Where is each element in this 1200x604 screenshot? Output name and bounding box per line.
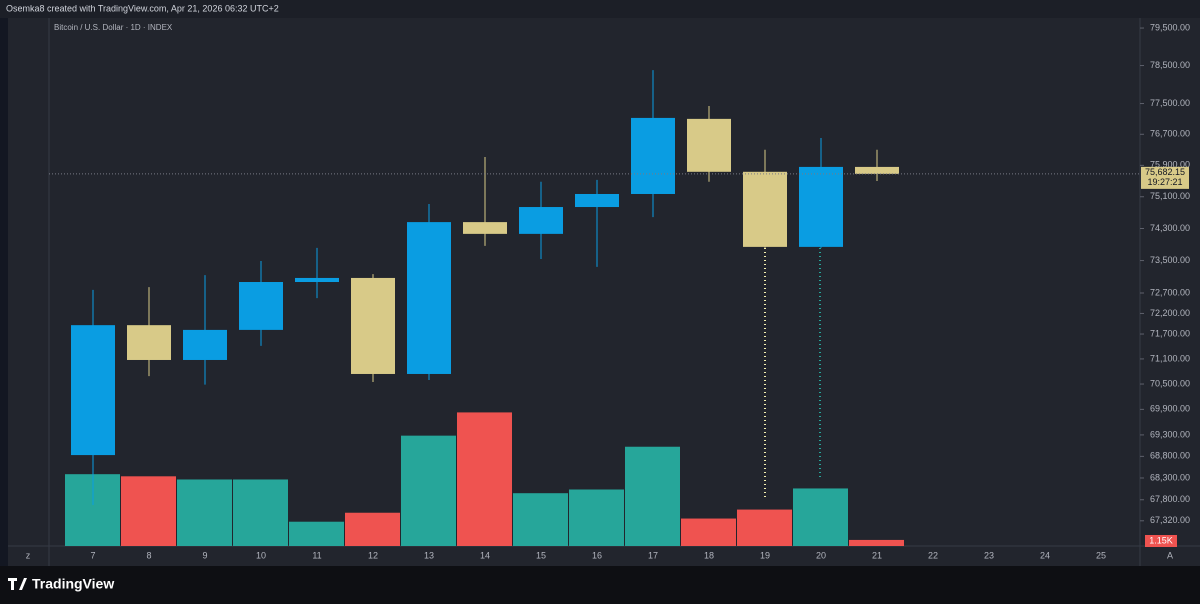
y-tick-label: 67,320.00 — [1150, 515, 1190, 525]
candle-body — [463, 222, 507, 234]
volume-bar — [737, 509, 792, 546]
volume-bar — [849, 539, 904, 546]
y-tick-label: 71,700.00 — [1150, 328, 1190, 338]
candle-body — [743, 171, 787, 247]
x-tick-label: 10 — [256, 550, 266, 560]
y-tick-label: 72,700.00 — [1150, 287, 1190, 297]
corner-label: z — [26, 550, 31, 560]
x-tick-label: 14 — [480, 550, 490, 560]
x-tick-label: 19 — [760, 550, 770, 560]
candle-body — [855, 166, 899, 174]
candle-body — [575, 193, 619, 208]
y-tick-label: 69,900.00 — [1150, 404, 1190, 414]
x-tick-label: 13 — [424, 550, 434, 560]
y-tick-label: 74,300.00 — [1150, 223, 1190, 233]
volume-bar — [569, 489, 624, 546]
x-tick-label: 8 — [146, 550, 151, 560]
x-tick-label: 9 — [202, 550, 207, 560]
x-tick-label: 12 — [368, 550, 378, 560]
candle-body — [631, 117, 675, 194]
footer-text: TradingView — [32, 576, 114, 592]
x-tick-label: 7 — [90, 550, 95, 560]
volume-bar — [457, 412, 512, 546]
y-tick-label: 68,800.00 — [1150, 451, 1190, 461]
footer-bar — [0, 566, 1200, 604]
volume-bar — [121, 476, 176, 546]
candle-body — [183, 329, 227, 360]
volume-bar — [345, 512, 400, 546]
volume-bar — [625, 446, 680, 546]
x-tick-label: 11 — [312, 550, 321, 560]
x-tick-label: 15 — [536, 550, 546, 560]
candle-body — [799, 166, 843, 247]
y-tick-label: 69,300.00 — [1150, 429, 1190, 439]
y-tick-label: 75,100.00 — [1150, 191, 1190, 201]
volume-bar — [233, 479, 288, 546]
corner-label: A — [1167, 550, 1173, 560]
volume-bar — [513, 493, 568, 546]
candle-body — [519, 207, 563, 234]
candle-body — [71, 325, 115, 456]
x-tick-label: 17 — [648, 550, 658, 560]
y-tick-label: 70,500.00 — [1150, 378, 1190, 388]
countdown: 19:27:21 — [1147, 177, 1182, 187]
candle-body — [239, 282, 283, 330]
volume-bar — [401, 435, 456, 546]
volume-bar — [177, 479, 232, 546]
candle-body — [687, 118, 731, 172]
y-tick-label: 71,100.00 — [1150, 353, 1190, 363]
price-badge — [1141, 166, 1189, 189]
x-tick-label: 22 — [928, 550, 938, 560]
x-tick-label: 25 — [1096, 550, 1106, 560]
header-bar — [0, 0, 1200, 18]
y-tick-label: 67,800.00 — [1150, 494, 1190, 504]
x-tick-label: 24 — [1040, 550, 1050, 560]
x-tick-label: 21 — [872, 550, 882, 560]
chart-title: Bitcoin / U.S. Dollar · 1D · INDEX — [54, 23, 173, 32]
volume-bar — [793, 488, 848, 546]
y-tick-label: 77,500.00 — [1150, 98, 1190, 108]
chart-area — [8, 18, 1200, 566]
header-text: Osemka8 created with TradingView.com, Ap… — [6, 3, 279, 13]
volume-label: 1.15K — [1149, 535, 1173, 545]
x-tick-label: 23 — [984, 550, 994, 560]
candle-body — [127, 325, 171, 360]
volume-badge — [1145, 535, 1177, 547]
y-tick-label: 75,900.00 — [1150, 160, 1190, 170]
y-tick-label: 76,700.00 — [1150, 129, 1190, 139]
y-tick-label: 79,500.00 — [1150, 22, 1190, 32]
x-tick-label: 20 — [816, 550, 826, 560]
candle-body — [407, 222, 451, 374]
y-tick-label: 73,500.00 — [1150, 255, 1190, 265]
candle-body — [351, 277, 395, 374]
price-label: 75,682.15 — [1145, 167, 1185, 177]
x-tick-label: 16 — [592, 550, 602, 560]
logo — [8, 578, 27, 590]
candle-body — [295, 277, 339, 283]
volume-bar — [681, 518, 736, 546]
y-tick-label: 78,500.00 — [1150, 60, 1190, 70]
volume-bar — [289, 521, 344, 546]
y-tick-label: 68,300.00 — [1150, 472, 1190, 482]
y-tick-label: 72,200.00 — [1150, 308, 1190, 318]
x-tick-label: 18 — [704, 550, 714, 560]
